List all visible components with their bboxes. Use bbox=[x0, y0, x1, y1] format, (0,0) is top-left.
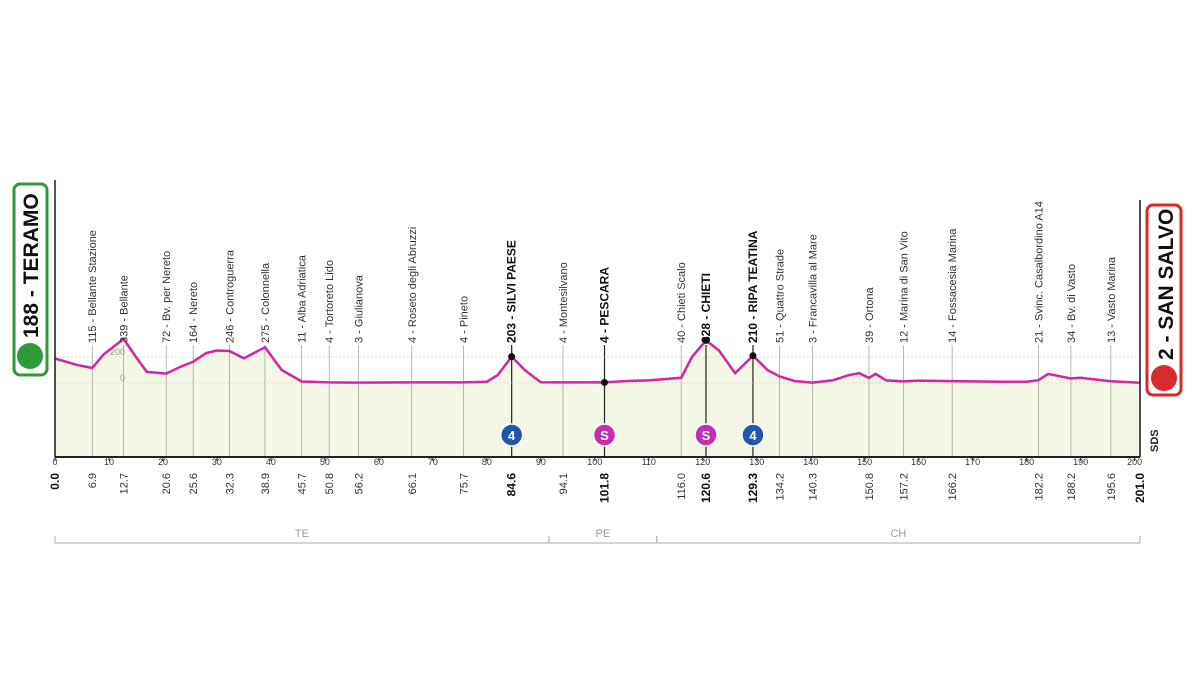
waypoint-km: 150.8 bbox=[864, 473, 876, 501]
waypoint-km: 75.7 bbox=[459, 473, 471, 494]
x-tick-label: 10 bbox=[104, 457, 114, 467]
waypoint-km: 166.2 bbox=[947, 473, 959, 501]
finish-icon bbox=[1151, 365, 1177, 391]
waypoint-km: 66.1 bbox=[407, 473, 419, 494]
x-tick-label: 60 bbox=[374, 457, 384, 467]
waypoint-km: 188.2 bbox=[1066, 473, 1078, 501]
waypoint-km: 201.0 bbox=[1133, 473, 1147, 503]
waypoint-km: 0.0 bbox=[48, 473, 62, 490]
waypoint-km: 6.9 bbox=[87, 473, 99, 488]
x-tick-label: 100 bbox=[587, 457, 602, 467]
waypoint-km: 20.6 bbox=[161, 473, 173, 494]
waypoint-label: 4 - Montesilvano bbox=[558, 262, 570, 343]
waypoint-label: 4 - Pineto bbox=[459, 296, 471, 343]
waypoint-dot bbox=[749, 352, 757, 360]
waypoint-label: 12 - Marina di San Vito bbox=[899, 231, 911, 343]
x-tick-label: 120 bbox=[695, 457, 710, 467]
x-tick-label: 40 bbox=[266, 457, 276, 467]
province-label: CH bbox=[890, 528, 906, 540]
x-tick-label: 160 bbox=[911, 457, 926, 467]
waypoint-dot bbox=[508, 353, 516, 361]
x-tick-label: 190 bbox=[1073, 457, 1088, 467]
waypoint-km: 25.6 bbox=[188, 473, 200, 494]
x-tick-label: 70 bbox=[428, 457, 438, 467]
waypoint-label: 51 - Quattro Strade bbox=[774, 249, 786, 343]
profile-line bbox=[54, 337, 1141, 384]
finish-box bbox=[1145, 203, 1183, 397]
badge bbox=[499, 423, 524, 447]
waypoint-label: 13 - Vasto Marina bbox=[1106, 256, 1118, 343]
waypoint-km: 129.3 bbox=[746, 473, 760, 503]
waypoint-label: 4 - Roseto degli Abruzzi bbox=[407, 227, 419, 343]
waypoint-km: 120.6 bbox=[699, 473, 713, 503]
x-tick-label: 90 bbox=[536, 457, 546, 467]
x-tick-label: 50 bbox=[320, 457, 330, 467]
waypoint-km: 94.1 bbox=[558, 473, 570, 494]
waypoint-label: 210 - RIPA TEATINA bbox=[746, 230, 760, 343]
waypoint-dot bbox=[601, 378, 609, 386]
waypoint-label: 11 - Alba Adriatica bbox=[297, 254, 309, 343]
waypoint-label: 39 - Ortona bbox=[864, 286, 876, 343]
waypoint-km: 195.6 bbox=[1106, 473, 1118, 501]
waypoint-km: 84.6 bbox=[505, 473, 519, 497]
x-tick-label: 130 bbox=[749, 457, 764, 467]
waypoint-dot bbox=[702, 336, 710, 344]
x-tick-label: 150 bbox=[857, 457, 872, 467]
x-tick-label: 0 bbox=[52, 457, 57, 467]
x-tick-label: 170 bbox=[965, 457, 980, 467]
x-tick-label: 140 bbox=[803, 457, 818, 467]
badge bbox=[741, 423, 765, 447]
waypoint-label: 115 - Bellante Stazione bbox=[87, 230, 99, 343]
start-icon bbox=[17, 343, 43, 369]
province-label: TE bbox=[295, 528, 309, 540]
waypoint-km: 45.7 bbox=[297, 473, 309, 494]
waypoint-km: 32.3 bbox=[224, 473, 236, 494]
x-tick-label: 110 bbox=[642, 457, 656, 467]
waypoint-km: 116.0 bbox=[676, 473, 688, 500]
waypoint-label: 3 - Francavilla al Mare bbox=[807, 234, 819, 343]
waypoint-label: 328 - CHIETI bbox=[699, 273, 713, 343]
start-box bbox=[12, 182, 49, 377]
x-tick-label: 20 bbox=[158, 457, 168, 467]
y-tick-label: 0 bbox=[120, 373, 125, 383]
waypoint-label: 21 - Svinc. Casalbordino A14 bbox=[1034, 201, 1046, 343]
waypoint-label: 72 - Bv. per Nereto bbox=[161, 251, 173, 343]
x-tick-label: 30 bbox=[212, 457, 222, 467]
y-tick-label: 200 bbox=[110, 347, 125, 357]
waypoint-label: 4 - PESCARA bbox=[598, 267, 612, 343]
waypoint-label: 3 - Giulianova bbox=[353, 274, 365, 343]
waypoint-km: 50.8 bbox=[324, 473, 336, 494]
waypoint-label: 339 - Bellante bbox=[119, 275, 131, 343]
waypoint-km: 101.8 bbox=[598, 473, 612, 503]
waypoint-km: 12.7 bbox=[119, 473, 131, 494]
waypoint-km: 182.2 bbox=[1034, 473, 1046, 501]
badge bbox=[694, 423, 718, 447]
x-tick-label: 200 bbox=[1127, 457, 1142, 467]
waypoint-label: 246 - Controguerra bbox=[224, 249, 236, 343]
x-tick-label: 180 bbox=[1019, 457, 1034, 467]
finish-label: 2 - SAN SALVO bbox=[1155, 209, 1178, 360]
waypoint-label: 275 - Colonnella bbox=[260, 262, 272, 343]
waypoint-km: 134.2 bbox=[774, 473, 786, 501]
badge-label: 4 bbox=[508, 428, 516, 443]
waypoint-label: 4 - Tortoreto Lido bbox=[324, 260, 336, 343]
badge bbox=[592, 423, 617, 447]
waypoint-label: 34 - Bv. di Vasto bbox=[1066, 264, 1078, 343]
waypoint-label: 164 - Nereto bbox=[188, 282, 200, 343]
waypoint-label: 40 - Chieti Scalo bbox=[676, 262, 688, 343]
waypoint-km: 140.3 bbox=[807, 473, 819, 501]
badge-label: S bbox=[702, 428, 711, 443]
waypoint-km: 56.2 bbox=[353, 473, 365, 494]
waypoint-km: 38.9 bbox=[260, 473, 272, 494]
x-tick-label: 80 bbox=[482, 457, 492, 467]
badge-label: S bbox=[600, 428, 609, 443]
start-label: 188 - TERAMO bbox=[20, 193, 43, 338]
badge-label: 4 bbox=[749, 428, 757, 443]
waypoint-km: 157.2 bbox=[899, 473, 911, 501]
sponsor: SDS bbox=[1149, 429, 1161, 452]
waypoint-label: 14 - Fossacesia Marina bbox=[947, 228, 959, 343]
waypoint-label: 203 - SILVI PAESE bbox=[505, 240, 519, 343]
province-label: PE bbox=[596, 528, 611, 540]
